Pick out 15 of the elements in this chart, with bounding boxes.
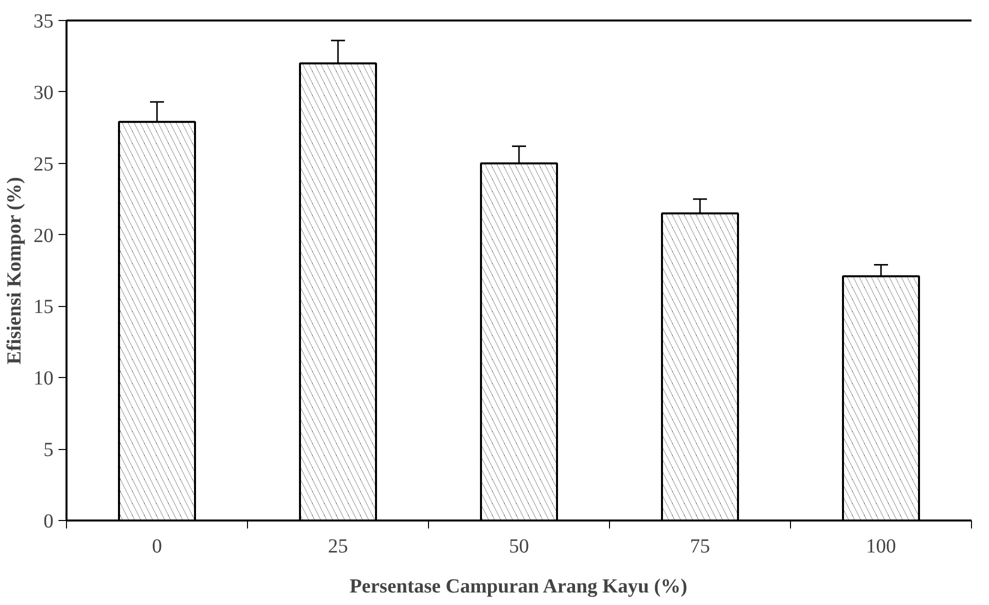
y-tick-label: 25 [34, 153, 54, 176]
x-tick-label: 50 [509, 536, 529, 558]
x-tick-label: 100 [866, 536, 896, 558]
y-tick-label: 30 [34, 82, 54, 104]
y-tick-label: 0 [44, 510, 54, 532]
y-axis-title: Efisiensi Kompor (%) [4, 176, 26, 364]
y-tick-label: 10 [34, 368, 54, 390]
x-tick-label: 25 [328, 536, 348, 558]
y-tick-label: 15 [34, 296, 54, 318]
x-tick-label: 75 [690, 536, 710, 558]
y-tick-label: 35 [34, 10, 54, 32]
x-tick-label: 0 [152, 536, 162, 558]
x-axis-title: Persentase Campuran Arang Kayu (%) [350, 576, 688, 598]
y-tick-label: 20 [34, 224, 54, 247]
y-tick-label: 5 [44, 439, 54, 462]
